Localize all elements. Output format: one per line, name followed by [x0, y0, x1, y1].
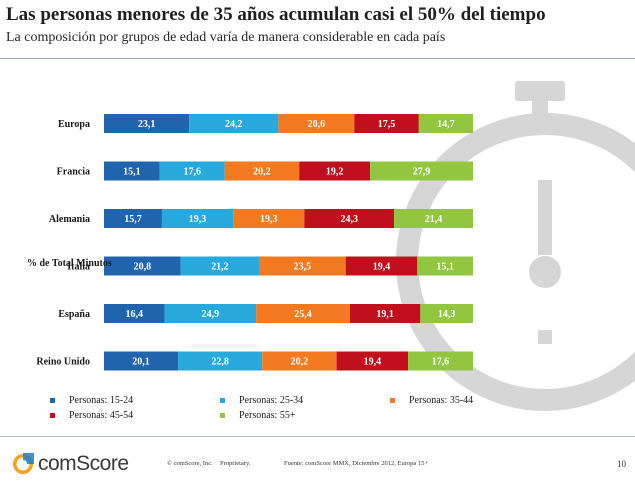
category-label: España: [58, 309, 90, 320]
data-label: 25,4: [294, 309, 312, 320]
footer: comScore © comScore, Inc. Proprietary. F…: [0, 446, 635, 484]
legend-label: Personas: 55+: [239, 410, 296, 421]
legend-swatch: [220, 413, 225, 418]
data-label: 23,1: [138, 119, 156, 130]
bar-segment: [258, 256, 346, 276]
legend-label: Personas: 45-54: [69, 410, 134, 421]
bar-segment: [417, 256, 473, 276]
logo-wordmark: comScore: [38, 452, 129, 475]
data-label: 20,8: [134, 262, 152, 273]
data-label: 21,2: [211, 262, 229, 273]
bar-segment: [178, 351, 263, 371]
bar-segment: [418, 114, 473, 133]
data-label: 19,2: [326, 167, 344, 178]
data-label: 14,3: [438, 309, 456, 320]
bar-segment: [104, 256, 181, 276]
data-label: 27,9: [413, 167, 431, 178]
legend-label: Personas: 35-44: [409, 395, 474, 406]
data-label: 14,7: [437, 119, 455, 130]
data-label: 19,4: [364, 357, 382, 368]
footer-divider: [0, 436, 635, 437]
bar-segment: [224, 161, 300, 181]
bar-segment: [370, 161, 473, 181]
page-number: 10: [617, 459, 626, 469]
bar-segment: [104, 114, 190, 133]
copyright-text: © comScore, Inc.: [167, 460, 213, 467]
data-label: 24,9: [202, 309, 220, 320]
bar-segment: [394, 209, 473, 228]
bar-segment: [349, 304, 421, 323]
bar-segment: [164, 304, 257, 323]
bar-segment: [336, 351, 409, 371]
chart-legend: Personas: 15-24 Personas: 25-34 Personas…: [0, 388, 635, 428]
category-label: Francia: [57, 167, 90, 178]
bar-segment: [304, 209, 395, 228]
bar-segment: [104, 304, 165, 323]
data-label: 19,1: [376, 309, 394, 320]
bar-segment: [345, 256, 418, 276]
data-label: 17,6: [183, 167, 201, 178]
data-label: 20,2: [253, 167, 271, 178]
legend-label: Personas: 25-34: [239, 395, 304, 406]
data-label: 17,5: [378, 119, 396, 130]
bar-segment: [262, 351, 337, 371]
legend-swatch: [220, 398, 225, 403]
data-label: 15,1: [123, 167, 141, 178]
legend-swatch: [50, 398, 55, 403]
category-label: Europa: [58, 119, 90, 130]
legend-item-55-plus: Personas: 55+: [220, 410, 295, 421]
legend-swatch: [390, 398, 395, 403]
comscore-logo-icon: [13, 453, 34, 474]
data-label: 17,6: [432, 357, 450, 368]
page-subtitle: La composición por grupos de edad varía …: [6, 30, 446, 45]
bar-segment: [354, 114, 419, 133]
data-label: 21,4: [425, 214, 443, 225]
legend-item-45-54: Personas: 45-54: [50, 410, 133, 421]
legend-swatch: [50, 413, 55, 418]
bar-segment: [180, 256, 259, 276]
data-label: 15,1: [436, 262, 454, 273]
bar-segment: [278, 114, 355, 133]
bar-segment: [159, 161, 225, 181]
bar-segment: [408, 351, 473, 371]
data-label: 19,4: [373, 262, 391, 273]
category-label: Italia: [67, 262, 90, 273]
data-label: 22,8: [211, 357, 229, 368]
bar-segment: [233, 209, 305, 228]
page-title: Las personas menores de 35 años acumulan…: [6, 4, 546, 25]
data-label: 20,6: [308, 119, 326, 130]
proprietary-text: Proprietary.: [220, 460, 251, 467]
legend-label: Personas: 15-24: [69, 395, 134, 406]
bar-segment: [104, 209, 162, 228]
data-label: 15,7: [124, 214, 142, 225]
data-label: 23,5: [294, 262, 312, 273]
bar-segment: [420, 304, 473, 323]
bar-segment: [189, 114, 279, 133]
bar-segment: [104, 351, 179, 371]
category-label: Alemania: [49, 214, 90, 225]
data-label: 20,2: [291, 357, 309, 368]
data-label: 20,1: [132, 357, 150, 368]
data-label: 24,3: [340, 214, 358, 225]
legend-item-25-34: Personas: 25-34: [220, 395, 303, 406]
data-label: 24,2: [225, 119, 243, 130]
bar-segment: [299, 161, 371, 181]
legend-item-15-24: Personas: 15-24: [50, 395, 133, 406]
bar-segment: [256, 304, 350, 323]
source-text: Fuente: comScore MMX, Diciembre 2012, Eu…: [284, 460, 429, 467]
y-axis-label: % de Total Minutos: [27, 258, 112, 269]
legend-item-35-44: Personas: 35-44: [390, 395, 473, 406]
comscore-logo: comScore: [12, 452, 129, 476]
header-divider: [0, 58, 635, 59]
data-label: 16,4: [125, 309, 143, 320]
bar-segment: [104, 161, 160, 181]
category-label: Reino Unido: [36, 357, 90, 368]
data-label: 19,3: [189, 214, 207, 225]
bar-segment: [161, 209, 234, 228]
data-label: 19,3: [260, 214, 278, 225]
